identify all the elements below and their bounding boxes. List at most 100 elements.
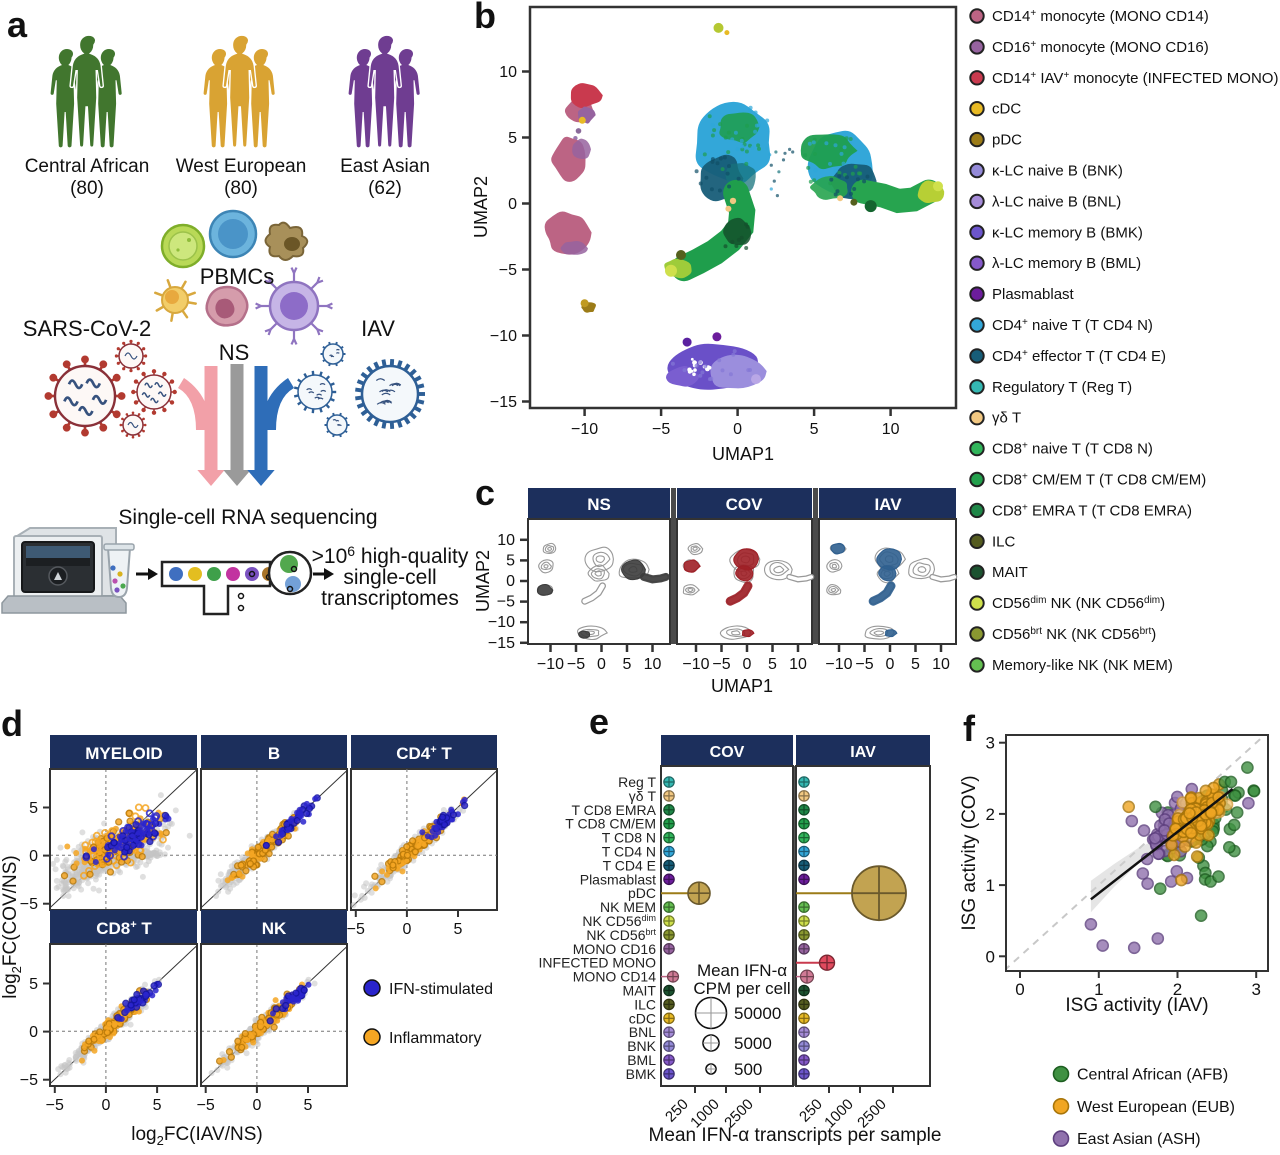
svg-text:0: 0: [29, 848, 38, 865]
svg-text:(62): (62): [368, 178, 402, 199]
svg-text:ISG activity (COV): ISG activity (COV): [959, 775, 980, 930]
svg-text:CD4+ effector T (T CD4 E): CD4+ effector T (T CD4 E): [992, 348, 1166, 365]
svg-text:2: 2: [986, 805, 995, 824]
svg-text:0: 0: [29, 1024, 38, 1041]
svg-text:0: 0: [986, 947, 995, 966]
svg-text:UMAP1: UMAP1: [711, 676, 773, 696]
svg-text:CD8+ CM/EM T (T CD8 CM/EM): CD8+ CM/EM T (T CD8 CM/EM): [992, 472, 1206, 489]
svg-text:d: d: [1, 703, 23, 744]
svg-text:NS: NS: [219, 340, 250, 365]
svg-text:5: 5: [153, 1097, 162, 1114]
svg-text:IAV: IAV: [850, 744, 876, 761]
svg-text:0: 0: [252, 1097, 261, 1114]
svg-text:West European (EUB): West European (EUB): [1077, 1099, 1235, 1116]
svg-text:West European: West European: [176, 156, 307, 177]
svg-text:ISG activity (IAV): ISG activity (IAV): [1065, 995, 1208, 1016]
svg-text:UMAP1: UMAP1: [712, 444, 774, 464]
svg-text:CD16+ monocyte (MONO CD16): CD16+ monocyte (MONO CD16): [992, 39, 1209, 56]
svg-text:0: 0: [101, 1097, 110, 1114]
svg-text:1: 1: [986, 876, 995, 895]
svg-text:0: 0: [508, 196, 517, 213]
svg-text:PBMCs: PBMCs: [200, 264, 275, 289]
svg-text:>106 high-quality: >106 high-quality: [312, 543, 469, 568]
svg-text:B: B: [268, 744, 280, 763]
svg-text:SARS-CoV-2: SARS-CoV-2: [23, 316, 151, 341]
svg-text:λ-LC memory B (BML): λ-LC memory B (BML): [992, 255, 1141, 272]
svg-text:−10: −10: [537, 656, 564, 673]
svg-text:NS: NS: [587, 495, 611, 514]
svg-text:5: 5: [29, 800, 38, 817]
svg-text:5: 5: [810, 421, 819, 438]
svg-text:Central African (AFB): Central African (AFB): [1077, 1067, 1228, 1084]
svg-text:0: 0: [886, 656, 895, 673]
svg-text:10: 10: [644, 656, 662, 673]
svg-text:γδ T: γδ T: [992, 410, 1021, 427]
svg-text:CD8+ EMRA T (T CD8 EMRA): CD8+ EMRA T (T CD8 EMRA): [992, 502, 1192, 519]
svg-text:transcriptomes: transcriptomes: [321, 587, 459, 610]
svg-text:COV: COV: [726, 495, 764, 514]
svg-text:BMK: BMK: [626, 1066, 657, 1082]
svg-text:−5: −5: [652, 421, 670, 438]
svg-text:10: 10: [882, 421, 900, 438]
svg-text:λ-LC naive B (BNL): λ-LC naive B (BNL): [992, 193, 1121, 210]
svg-text:−5: −5: [567, 656, 585, 673]
svg-text:−15: −15: [488, 635, 515, 652]
svg-text:−5: −5: [347, 921, 365, 938]
svg-text:(80): (80): [224, 178, 258, 199]
svg-text:5: 5: [454, 921, 463, 938]
svg-text:−5: −5: [197, 1097, 215, 1114]
svg-text:5: 5: [911, 656, 920, 673]
svg-text:IAV: IAV: [874, 495, 902, 514]
svg-text:NK: NK: [262, 919, 287, 938]
svg-text:UMAP2: UMAP2: [471, 176, 491, 238]
svg-text:5000: 5000: [734, 1034, 772, 1053]
svg-text:3: 3: [986, 734, 995, 753]
svg-text:5: 5: [304, 1097, 313, 1114]
svg-text:CD8+ T: CD8+ T: [96, 919, 152, 938]
svg-text:CD56dim NK (NK CD56dim): CD56dim NK (NK CD56dim): [992, 595, 1165, 612]
svg-text:κ-LC memory B (BMK): κ-LC memory B (BMK): [992, 224, 1143, 241]
svg-text:IAV: IAV: [361, 316, 395, 341]
svg-text:250: 250: [796, 1096, 826, 1126]
svg-text:−5: −5: [855, 656, 873, 673]
svg-text:−10: −10: [490, 328, 517, 345]
svg-text:10: 10: [497, 532, 515, 549]
svg-text:UMAP2: UMAP2: [473, 550, 493, 612]
svg-text:5: 5: [508, 130, 517, 147]
svg-text:MYELOID: MYELOID: [85, 744, 162, 763]
svg-text:MAIT: MAIT: [992, 564, 1028, 581]
svg-text:−10: −10: [682, 656, 709, 673]
svg-text:0: 0: [743, 656, 752, 673]
svg-text:ILC: ILC: [992, 533, 1016, 550]
svg-text:Mean IFN-α transcripts per sam: Mean IFN-α transcripts per sample: [649, 1125, 942, 1146]
svg-text:CPM per cell: CPM per cell: [693, 979, 790, 998]
svg-text:0: 0: [402, 921, 411, 938]
svg-text:−10: −10: [825, 656, 852, 673]
svg-text:5: 5: [506, 552, 515, 569]
svg-text:−5: −5: [499, 262, 517, 279]
svg-text:pDC: pDC: [992, 132, 1022, 149]
svg-text:0: 0: [1015, 980, 1024, 999]
svg-text:CD56brt NK (NK CD56brt): CD56brt NK (NK CD56brt): [992, 626, 1156, 643]
svg-text:−10: −10: [571, 421, 598, 438]
svg-text:50000: 50000: [734, 1004, 781, 1023]
svg-text:log2FC(IAV/NS): log2FC(IAV/NS): [131, 1124, 262, 1148]
svg-text:Memory-like NK (NK MEM): Memory-like NK (NK MEM): [992, 657, 1173, 674]
svg-text:−5: −5: [712, 656, 730, 673]
svg-text:5: 5: [623, 656, 632, 673]
svg-text:Regulatory T (Reg T): Regulatory T (Reg T): [992, 379, 1132, 396]
svg-text:IFN-stimulated: IFN-stimulated: [389, 981, 493, 998]
svg-text:Single-cell RNA sequencing: Single-cell RNA sequencing: [118, 506, 377, 529]
svg-text:5: 5: [768, 656, 777, 673]
svg-text:−5: −5: [20, 1072, 38, 1089]
svg-text:3: 3: [1251, 980, 1260, 999]
svg-text:−5: −5: [20, 896, 38, 913]
svg-text:Central African: Central African: [25, 156, 150, 177]
svg-text:0: 0: [597, 656, 606, 673]
svg-text:f: f: [963, 708, 976, 749]
svg-text:10: 10: [789, 656, 807, 673]
svg-text:(80): (80): [70, 178, 104, 199]
svg-text:−5: −5: [46, 1097, 64, 1114]
svg-text:−10: −10: [488, 614, 515, 631]
svg-text:CD14+ monocyte (MONO CD14): CD14+ monocyte (MONO CD14): [992, 8, 1209, 25]
